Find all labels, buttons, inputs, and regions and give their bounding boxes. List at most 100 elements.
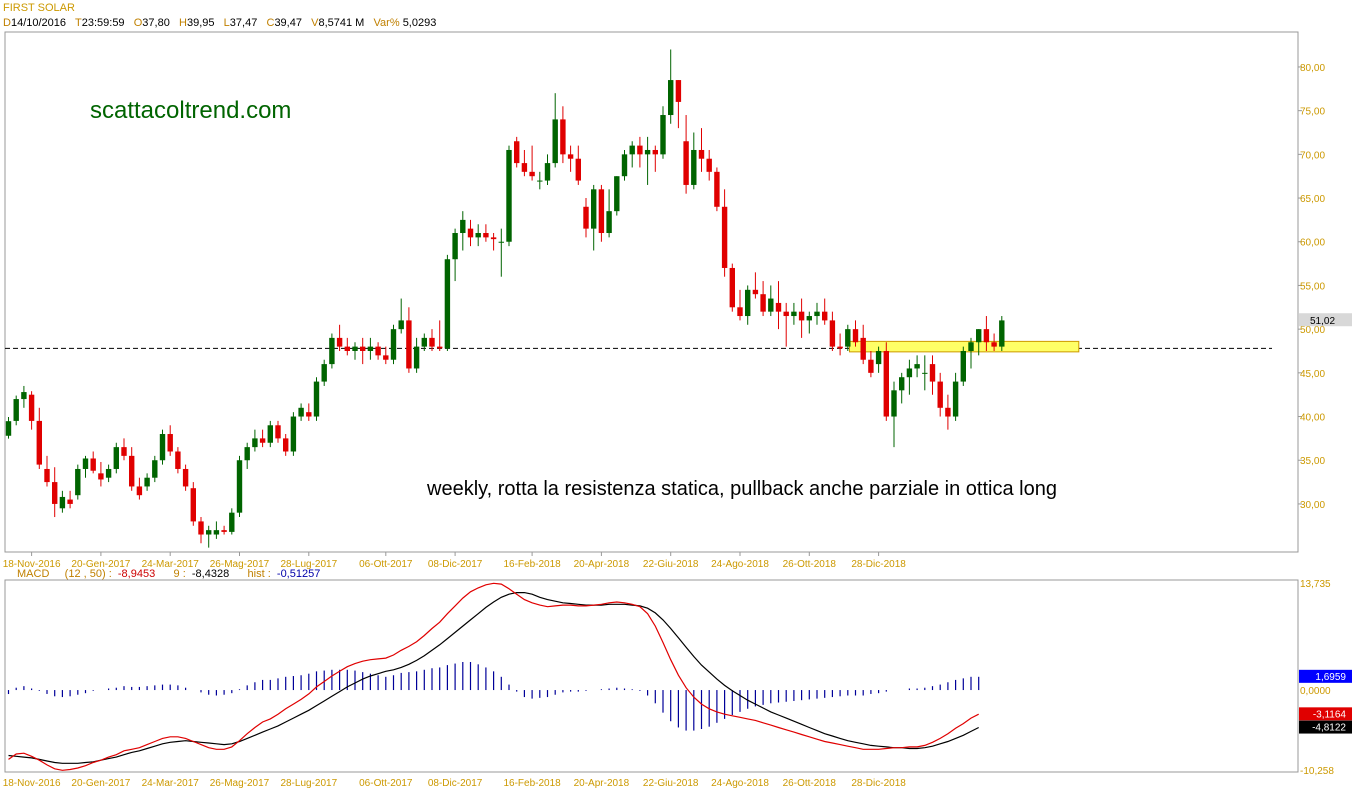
candle-body <box>698 149 705 159</box>
candle-body <box>937 381 943 408</box>
price-y-axis: 30,00 35,00 40,00 45,00 50,00 55,00 60,00 65,00… <box>1298 63 1325 511</box>
date-label: D <box>3 17 11 29</box>
symbol-title: FIRST SOLAR <box>3 2 75 14</box>
candle-body <box>429 337 435 347</box>
candle-body <box>275 425 281 439</box>
candle-body <box>991 342 997 347</box>
candle-body <box>236 460 243 513</box>
price-x-tick-label: 26-Mag-2017 <box>210 559 270 570</box>
low-value: 37,47 <box>229 17 258 29</box>
price-chart[interactable]: 30,00 35,00 40,00 45,00 50,00 55,00 60,00 65,00… <box>0 0 1352 575</box>
candle-body <box>21 392 27 400</box>
candle-body <box>159 434 166 461</box>
candle-body <box>252 438 258 448</box>
macd-y-tick-label: 0,0000 <box>1300 686 1331 697</box>
candle-body <box>606 211 612 234</box>
candle-body <box>421 337 427 347</box>
price-y-tick-label: 70,00 <box>1300 150 1325 161</box>
candle-body <box>706 158 712 172</box>
price-y-tick-label: 80,00 <box>1300 63 1325 74</box>
candle-body <box>267 425 273 443</box>
signal-value-box-label: -4,8122 <box>1312 723 1346 734</box>
last-price-box <box>1299 313 1352 327</box>
price-y-tick-label: 75,00 <box>1300 107 1325 118</box>
candle-body <box>352 346 358 351</box>
watermark: scattacoltrend.com <box>90 97 291 124</box>
low-label: L <box>223 17 230 29</box>
candle-body <box>182 468 189 487</box>
high-value: 39,95 <box>186 17 215 29</box>
candle-body <box>375 346 381 356</box>
candle-body <box>444 259 451 349</box>
ohlc-header: D14/10/2016 T23:59:59 O37,80 H39,95 L37,… <box>3 17 436 29</box>
candle-body <box>13 399 19 421</box>
high-label: H <box>179 17 187 29</box>
candle-body <box>44 468 50 483</box>
candle-body <box>144 477 150 487</box>
candle-body <box>621 154 628 177</box>
signal-value: -8,4328 <box>191 568 230 580</box>
price-x-tick-label: 20-Apr-2018 <box>574 559 630 570</box>
candle-body <box>999 320 1005 347</box>
candle-body <box>67 499 73 504</box>
open-label: O <box>133 17 143 29</box>
price-y-tick-label: 30,00 <box>1300 500 1325 511</box>
signal-label: 9 : <box>173 568 186 580</box>
macd-y-tick-label: -10,258 <box>1300 766 1334 777</box>
candle-body <box>798 311 805 321</box>
candle-body <box>583 206 589 229</box>
candle-body <box>644 149 651 155</box>
price-x-tick-label: 16-Feb-2018 <box>503 559 561 570</box>
candle-body <box>336 337 343 347</box>
var-pct-label: Var% <box>373 17 400 29</box>
macd-x-tick-label: 26-Mag-2017 <box>210 778 270 789</box>
candle-body <box>121 447 127 456</box>
candle-body <box>652 149 658 155</box>
candle-body <box>105 468 112 478</box>
candle-body <box>475 233 481 238</box>
candle-body <box>229 512 235 532</box>
candle-body <box>829 320 836 347</box>
candle-body <box>437 346 443 349</box>
candle-body <box>891 390 897 417</box>
candle-body <box>413 346 420 369</box>
candle-body <box>598 189 605 234</box>
candle-body <box>691 149 697 185</box>
candle-body <box>167 434 173 452</box>
candle-body <box>960 350 966 382</box>
candle-body <box>152 460 158 478</box>
candle-body <box>660 115 666 155</box>
price-x-tick-label: 28-Dic-2018 <box>851 559 906 570</box>
candle-body <box>28 394 35 421</box>
candle-body <box>845 329 851 347</box>
candle-body <box>483 233 489 238</box>
close-value: 39,47 <box>274 17 302 29</box>
candle-body <box>745 289 751 317</box>
candle-body <box>560 119 566 155</box>
candle-body <box>860 337 866 360</box>
hist-value: -0,51257 <box>276 568 321 580</box>
chart-comment: weekly, rotta la resistenza statica, pul… <box>426 478 1057 500</box>
candle-body <box>899 377 905 391</box>
candle-body <box>567 154 574 159</box>
candle-body <box>983 329 990 343</box>
candle-body <box>290 416 297 452</box>
candle-body <box>75 468 81 496</box>
macd-y-axis: 13,735 0,0000 -10,258 1,6959 -3,1164 -4,8122 <box>1299 579 1352 777</box>
candle-body <box>768 298 774 312</box>
candle-body <box>82 458 89 469</box>
macd-x-tick-label: 20-Apr-2018 <box>574 778 630 789</box>
candle-body <box>976 329 982 343</box>
macd-histogram <box>7 661 980 731</box>
candle-body <box>737 307 743 317</box>
candle-body <box>529 171 535 177</box>
price-x-axis: 18-Nov-2016 20-Gen-2017 24-Mar-2017 26-Mag-… <box>3 552 906 570</box>
close-label: C <box>266 17 275 29</box>
last-price-label: 51,02 <box>1310 316 1335 327</box>
candle-body <box>591 189 597 229</box>
candle-body <box>883 350 889 417</box>
candle-body <box>283 438 289 452</box>
candle-body <box>129 455 135 487</box>
price-x-tick-label: 08-Dic-2017 <box>428 559 483 570</box>
candle-body <box>206 530 212 535</box>
